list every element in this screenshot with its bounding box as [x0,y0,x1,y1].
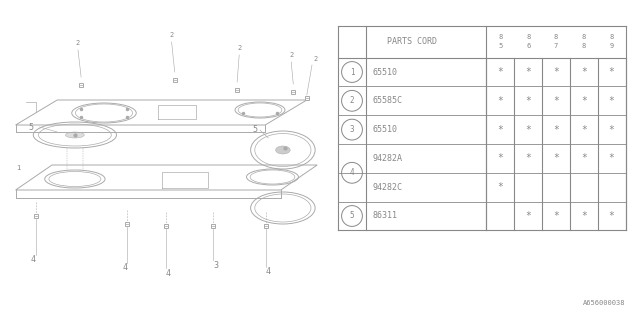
Text: 5: 5 [252,125,257,134]
Ellipse shape [65,132,84,138]
Text: 2: 2 [170,32,173,38]
Text: *: * [525,96,531,106]
Text: 94282C: 94282C [372,183,403,192]
Text: *: * [581,153,587,164]
Text: *: * [497,182,503,192]
Text: 4: 4 [349,168,355,177]
Text: *: * [525,67,531,77]
Text: *: * [497,67,503,77]
Text: 4: 4 [166,268,171,277]
Text: *: * [609,67,614,77]
Text: 86311: 86311 [372,212,398,220]
Text: 1: 1 [17,165,21,171]
Text: 1: 1 [349,68,355,76]
Text: *: * [609,211,614,221]
Text: *: * [581,124,587,135]
Text: 8: 8 [609,34,614,40]
Text: 4: 4 [31,255,36,265]
Text: 8: 8 [582,44,586,49]
Text: *: * [581,96,587,106]
Text: 5: 5 [498,44,502,49]
Ellipse shape [276,146,290,154]
Text: *: * [525,153,531,164]
Text: *: * [553,211,559,221]
Text: 4: 4 [266,268,271,276]
Text: 5: 5 [349,212,355,220]
Text: 3: 3 [349,125,355,134]
Text: 2: 2 [313,56,317,62]
Text: 2: 2 [76,40,80,46]
Text: 65510: 65510 [372,125,398,134]
Text: 4: 4 [122,263,127,273]
Text: 8: 8 [582,34,586,40]
Text: 2: 2 [237,45,241,51]
Text: 5: 5 [29,123,34,132]
Text: *: * [497,96,503,106]
Text: 6: 6 [526,44,531,49]
Text: A656000038: A656000038 [583,300,626,306]
Text: *: * [609,153,614,164]
Text: 65510: 65510 [372,68,398,76]
Text: *: * [609,96,614,106]
Text: *: * [497,153,503,164]
Text: 94282A: 94282A [372,154,403,163]
Text: 2: 2 [349,96,355,105]
Text: 8: 8 [554,34,558,40]
Text: *: * [581,67,587,77]
Text: *: * [497,124,503,135]
Text: 2: 2 [289,52,293,58]
Text: 65585C: 65585C [372,96,403,105]
Text: 7: 7 [554,44,558,49]
Text: *: * [553,96,559,106]
Text: PARTS CORD: PARTS CORD [387,37,437,46]
Text: *: * [525,124,531,135]
Text: *: * [553,153,559,164]
Text: 9: 9 [609,44,614,49]
Text: 8: 8 [526,34,531,40]
Text: *: * [609,124,614,135]
Text: *: * [525,211,531,221]
Text: *: * [553,124,559,135]
Text: 8: 8 [498,34,502,40]
Text: 3: 3 [214,260,219,269]
Text: *: * [553,67,559,77]
Text: *: * [581,211,587,221]
